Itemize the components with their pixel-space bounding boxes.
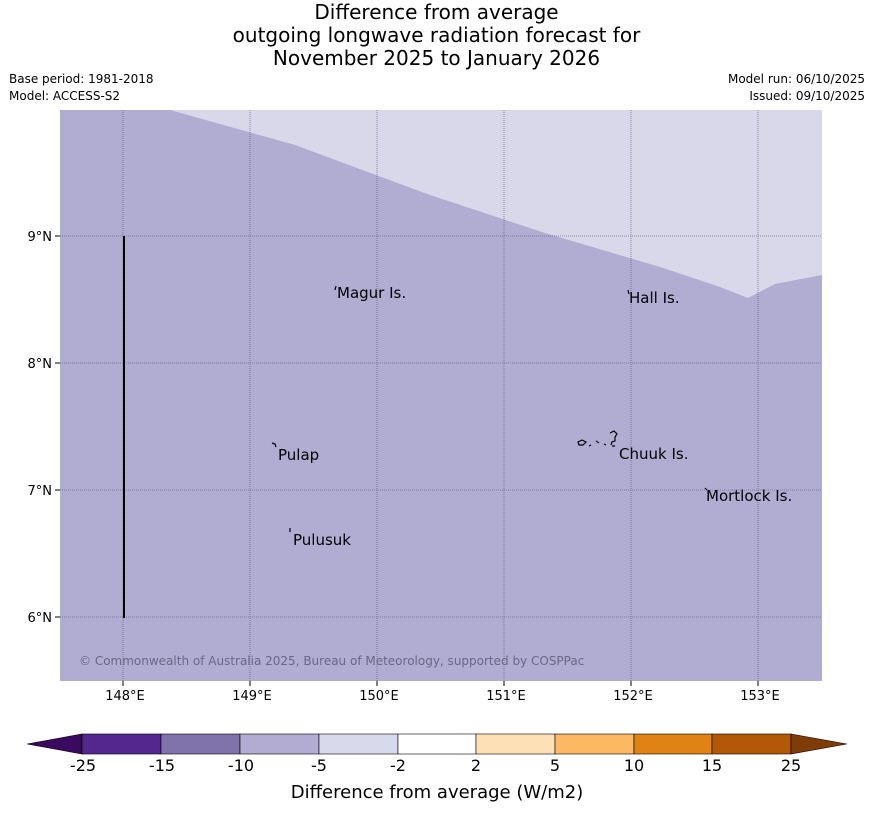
copyright-notice: © Commonwealth of Australia 2025, Bureau…	[79, 654, 584, 668]
colorbar-tick-8: 15	[702, 756, 722, 775]
colorbar-bin-7	[554, 733, 635, 755]
anomaly-fill-upper	[170, 110, 822, 298]
colorbar-tick-7: 10	[624, 756, 644, 775]
colorbar-tick-4: -2	[390, 756, 406, 775]
place-label-pulap: Pulap	[278, 446, 319, 464]
colorbar-bin-5	[397, 733, 477, 755]
colorbar-bin-8	[633, 733, 713, 755]
colorbar-bin-9	[711, 733, 792, 755]
colorbar-tick-5: 2	[471, 756, 481, 775]
island-outlines	[271, 285, 708, 532]
island-pulap	[271, 442, 277, 448]
place-label-hall: Hall Is.	[629, 289, 680, 307]
colorbar-bin-1	[81, 733, 162, 755]
lat-label-9n: 9°N	[28, 230, 53, 245]
lat-label-6n: 6°N	[28, 611, 53, 626]
model-name: Model: ACCESS-S2	[9, 89, 121, 103]
lon-label-152e: 152°E	[613, 689, 653, 704]
gridlines	[60, 110, 822, 681]
issued-date: Issued: 09/10/2025	[749, 89, 865, 103]
place-label-chuuk: Chuuk Is.	[619, 445, 688, 463]
place-label-pulusuk: Pulusuk	[293, 531, 351, 549]
colorbar-bin-3	[239, 733, 320, 755]
colorbar-extend-high	[790, 733, 848, 755]
lon-label-153e: 153°E	[740, 689, 780, 704]
place-label-magur: Magur Is.	[337, 284, 406, 302]
island-chuuk	[577, 430, 618, 447]
island-hall	[627, 289, 630, 295]
title-line-2: outgoing longwave radiation forecast for	[232, 23, 641, 47]
colorbar-tick-2: -10	[228, 756, 254, 775]
colorbar-title: Difference from average (W/m2)	[291, 782, 583, 803]
meta-right: Model run: 06/10/2025 Issued: 09/10/2025	[728, 71, 865, 105]
colorbar-bin-6	[475, 733, 556, 755]
title-line-1: Difference from average	[314, 0, 559, 24]
colorbar	[26, 733, 848, 755]
title-line-3: November 2025 to January 2026	[272, 46, 601, 70]
lon-label-150e: 150°E	[359, 689, 399, 704]
lon-tick-marks	[122, 681, 759, 686]
lat-label-7n: 7°N	[28, 484, 53, 499]
lon-label-149e: 149°E	[232, 689, 272, 704]
lon-label-151e: 151°E	[486, 689, 526, 704]
colorbar-tick-6: 5	[550, 756, 560, 775]
meta-left: Base period: 1981-2018 Model: ACCESS-S2	[9, 71, 154, 105]
colorbar-tick-9: 25	[781, 756, 801, 775]
place-label-mortlock: Mortlock Is.	[706, 487, 792, 505]
model-run-date: Model run: 06/10/2025	[727, 72, 865, 86]
island-magur	[334, 285, 337, 291]
colorbar-bin-2	[160, 733, 241, 755]
colorbar-tick-3: -5	[311, 756, 327, 775]
colorbar-tick-0: -25	[70, 756, 96, 775]
colorbar-bin-4	[318, 733, 399, 755]
lat-label-8n: 8°N	[28, 357, 53, 372]
island-mortlock	[704, 487, 708, 491]
colorbar-tick-1: -15	[149, 756, 175, 775]
colorbar-extend-low	[26, 733, 83, 755]
lat-tick-marks	[55, 235, 60, 618]
map-panel[interactable]: Magur Is. Hall Is. Pulap Chuuk Is. Mortl…	[60, 110, 822, 681]
base-period: Base period: 1981-2018	[9, 72, 154, 86]
lon-label-148e: 148°E	[105, 689, 145, 704]
